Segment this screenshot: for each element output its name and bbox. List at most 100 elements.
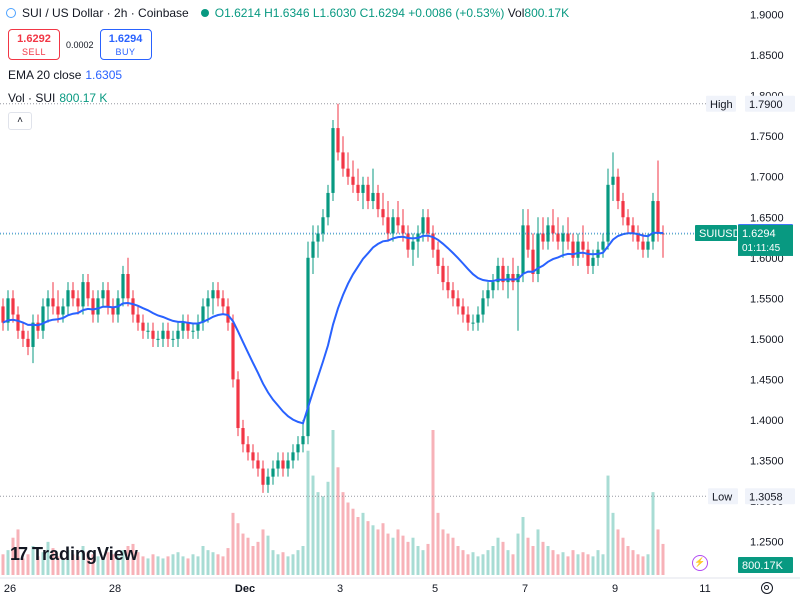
- volume-bar: [111, 554, 115, 575]
- candle: [291, 444, 295, 469]
- candle-body: [11, 298, 15, 315]
- candle-body: [111, 306, 115, 315]
- volume-bar: [126, 546, 130, 575]
- candle-body: [51, 298, 55, 307]
- candle: [276, 452, 280, 477]
- candle-body: [191, 330, 195, 332]
- buy-price: 1.6294: [108, 33, 143, 45]
- tradingview-mark-icon: 17: [10, 544, 28, 564]
- candle-body: [396, 217, 400, 226]
- volume-bar: [316, 492, 320, 575]
- volume-bar: [521, 517, 525, 575]
- volume-bar: [611, 512, 615, 575]
- ema-legend[interactable]: EMA 20 close 1.6305: [8, 68, 122, 82]
- candle: [11, 290, 15, 323]
- price-tick-label: 1.3500: [750, 455, 784, 467]
- time-axis[interactable]: 26 28 Dec 3 5 7 9 11: [0, 577, 800, 595]
- candle-body: [576, 241, 580, 258]
- spread-value: 0.0002: [66, 39, 94, 50]
- volume-bar: [501, 541, 505, 575]
- volume-bar: [141, 556, 145, 575]
- candle: [91, 290, 95, 323]
- candle-body: [476, 314, 480, 323]
- candle: [156, 330, 160, 347]
- reference-lines: [0, 103, 735, 497]
- volume-bar: [466, 554, 470, 575]
- price-tick-label: 1.4500: [750, 374, 784, 386]
- candle: [436, 241, 440, 275]
- buy-button[interactable]: 1.6294 BUY: [99, 29, 152, 60]
- volume-bar: [511, 554, 515, 575]
- candle: [256, 452, 260, 477]
- candle: [171, 330, 175, 347]
- candle: [266, 468, 270, 493]
- settings-gear-icon[interactable]: [761, 582, 773, 594]
- candle-body: [76, 298, 80, 307]
- volume-bar: [236, 523, 240, 575]
- candle: [551, 209, 555, 242]
- candle: [251, 444, 255, 469]
- candle-body: [211, 290, 215, 299]
- candle-body: [466, 314, 470, 323]
- sell-button[interactable]: 1.6292 SELL: [8, 29, 60, 60]
- candle: [371, 168, 375, 210]
- candle: [271, 460, 275, 485]
- candle: [536, 217, 540, 283]
- candle: [21, 322, 25, 347]
- candle-body: [86, 282, 90, 299]
- candle: [31, 314, 35, 364]
- volume-bar: [186, 558, 190, 575]
- volume-bar: [21, 558, 25, 575]
- collapse-legend-button[interactable]: ˄: [8, 112, 32, 130]
- volume-bar: [6, 550, 10, 575]
- candle-body: [281, 460, 285, 469]
- candle-body: [301, 436, 305, 445]
- volume-bar: [101, 558, 105, 575]
- low-marker-value-text: 1.3058: [749, 491, 783, 503]
- volume-bar: [86, 552, 90, 575]
- volume-bar: [56, 556, 60, 575]
- volume-bar: [16, 529, 20, 575]
- price-tick-label: 1.5000: [750, 334, 784, 346]
- time-tick-label: 11: [699, 583, 710, 595]
- candle: [391, 209, 395, 242]
- candle: [561, 225, 565, 258]
- candle: [326, 184, 330, 226]
- flash-icon[interactable]: ⚡: [692, 555, 708, 571]
- candle-body: [636, 233, 640, 242]
- volume-bar: [46, 541, 50, 575]
- time-tick-label: 9: [612, 583, 618, 595]
- volume-bar: [196, 556, 200, 575]
- volume-bar: [571, 550, 575, 575]
- candle: [601, 233, 605, 258]
- candle-body: [621, 201, 625, 218]
- symbol-title[interactable]: SUI / US Dollar · 2h · Coinbase: [22, 6, 189, 20]
- candle: [586, 241, 590, 275]
- volume-bar: [636, 554, 640, 575]
- candle-body: [141, 322, 145, 331]
- volume-bar: [586, 554, 590, 575]
- volume-bar: [581, 552, 585, 575]
- volume-bar: [491, 546, 495, 575]
- candle: [246, 436, 250, 461]
- candle-body: [321, 217, 325, 234]
- volume-bar: [476, 556, 480, 575]
- candle-body: [31, 322, 35, 347]
- volume-bar: [281, 552, 285, 575]
- volume-bar: [181, 556, 185, 575]
- volume-bar: [366, 521, 370, 575]
- countdown-text: 01:11:45: [742, 243, 781, 254]
- candle-body: [326, 192, 330, 218]
- candle-body: [491, 282, 495, 291]
- candle: [166, 322, 170, 347]
- volume-key: Vol: [507, 6, 525, 20]
- price-tick-label: 1.2500: [750, 537, 784, 549]
- candle: [416, 225, 420, 258]
- volume-bar: [566, 556, 570, 575]
- volume-bar: [256, 541, 260, 575]
- volume-legend[interactable]: Vol · SUI 800.17 K: [8, 91, 107, 105]
- volume-bar: [536, 529, 540, 575]
- candle: [386, 201, 390, 242]
- volume-bar: [156, 556, 160, 575]
